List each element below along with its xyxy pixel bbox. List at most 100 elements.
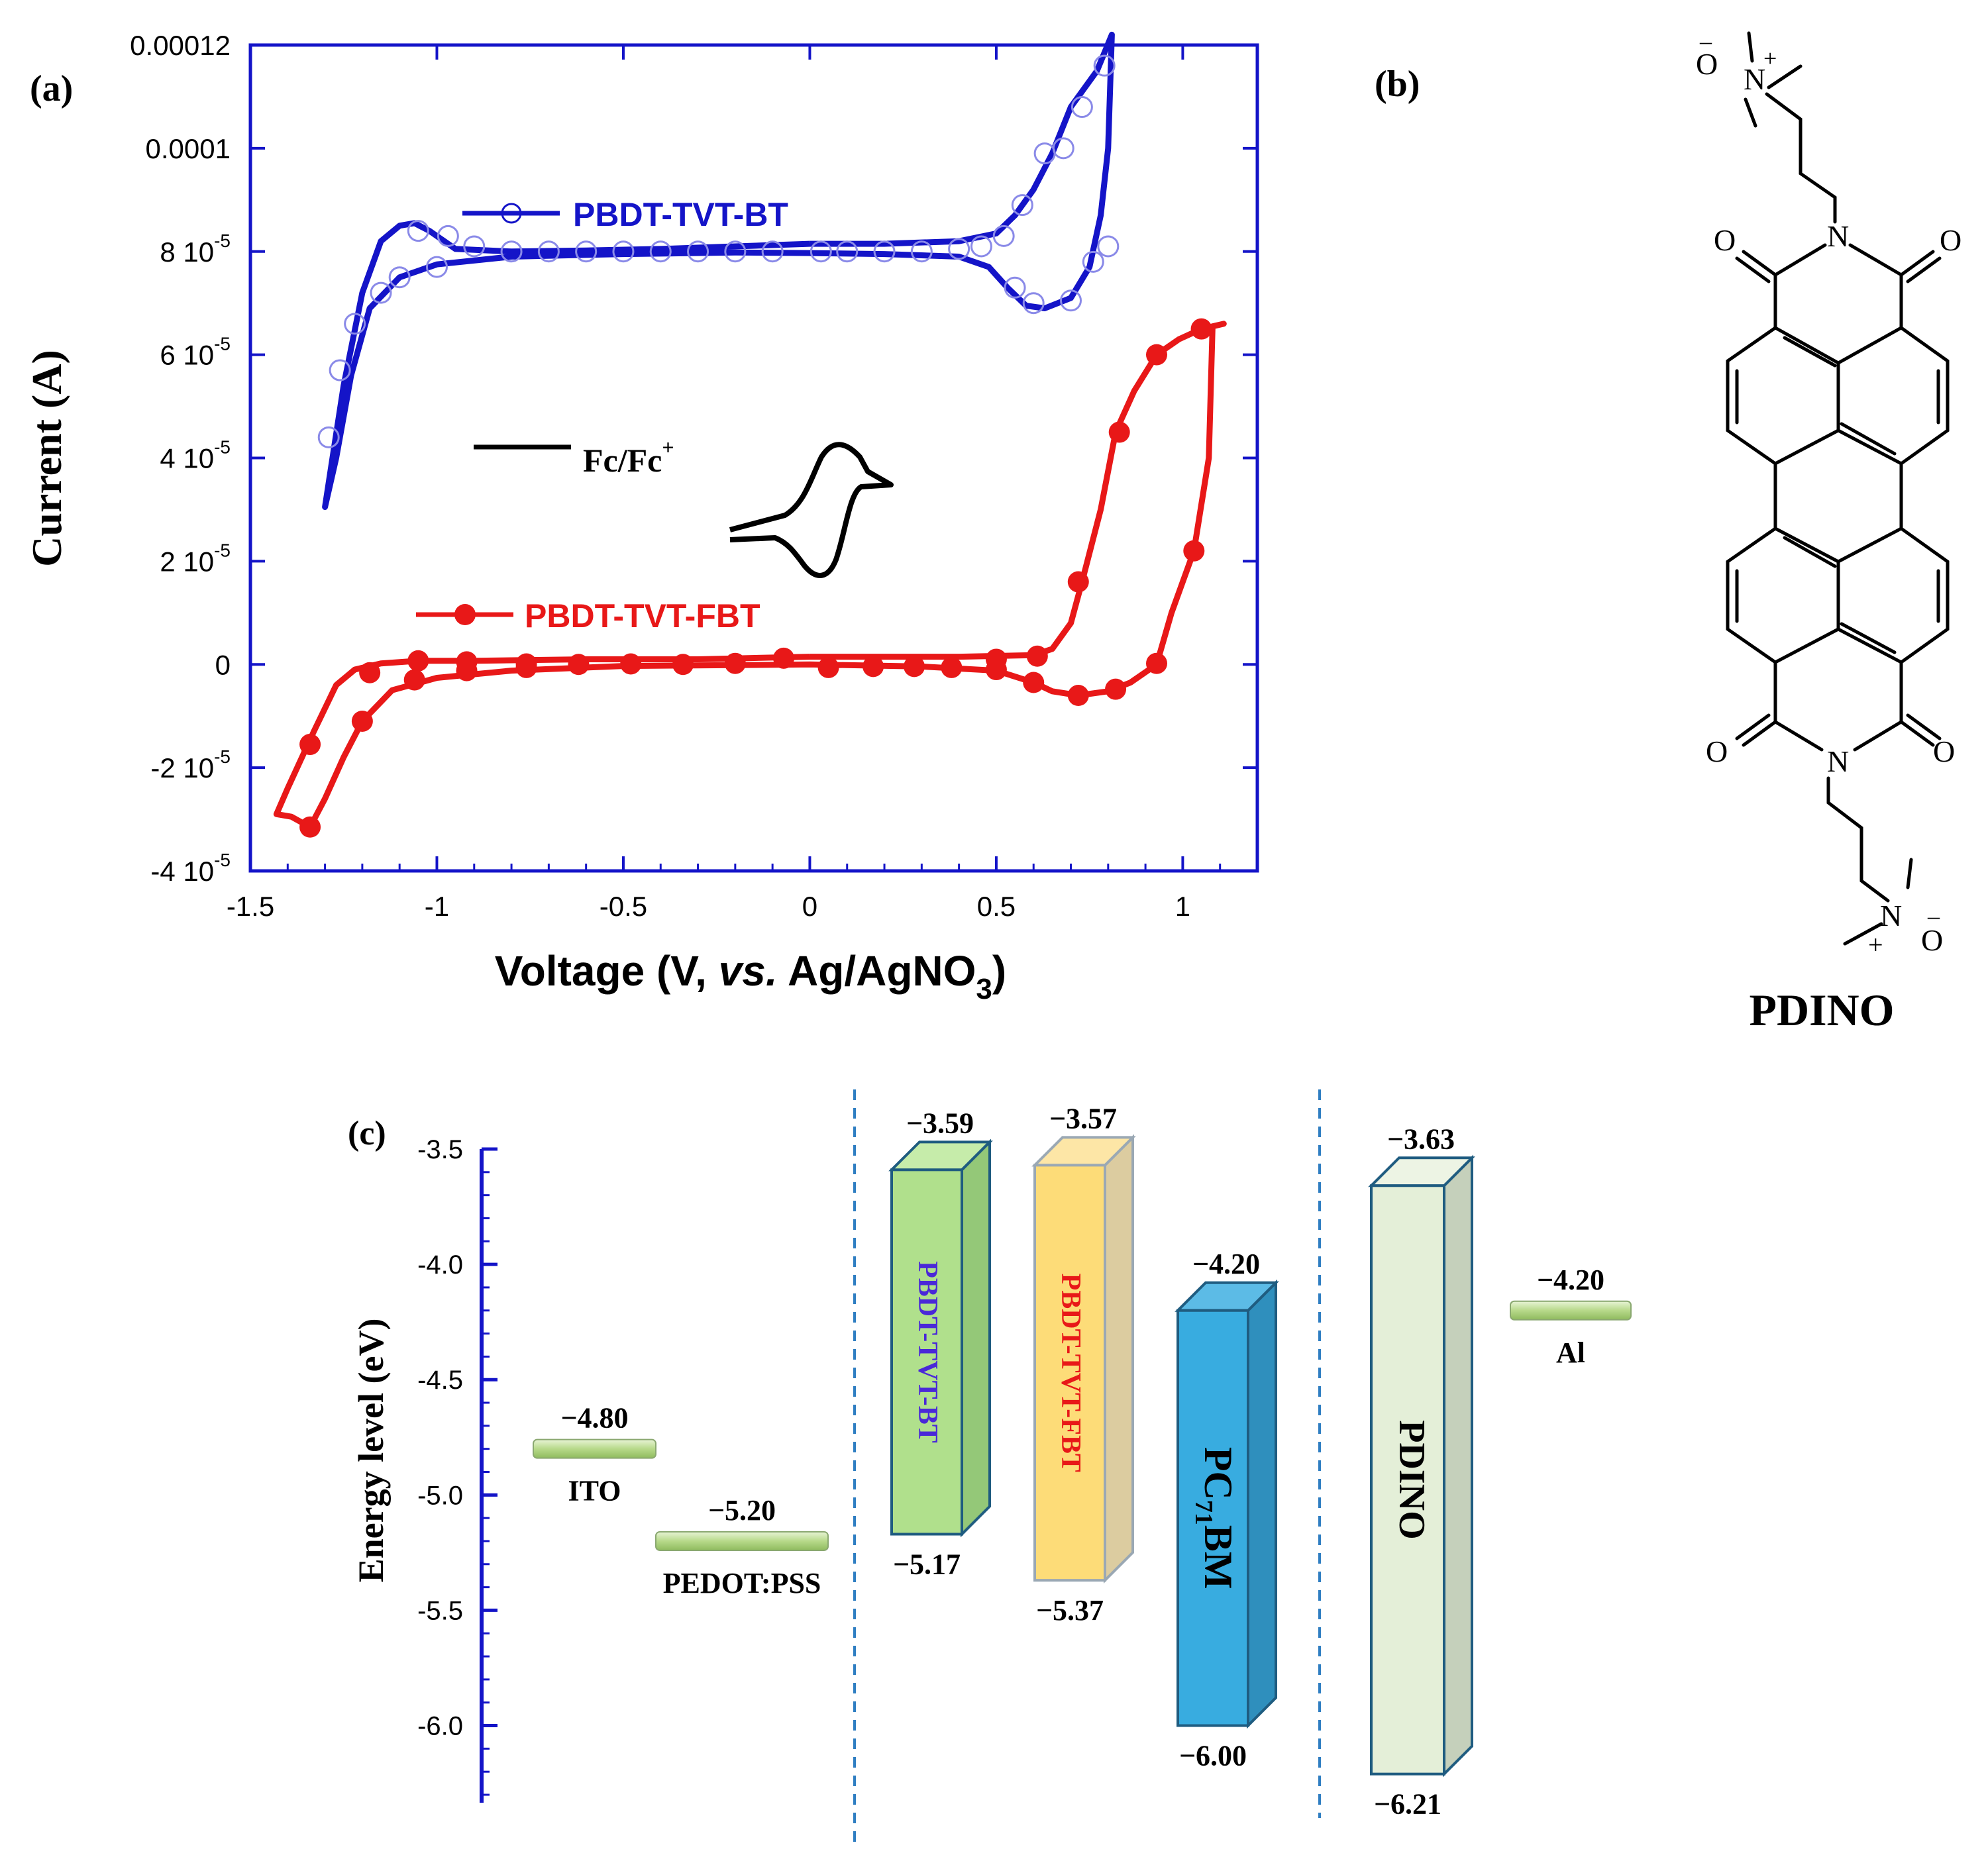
data-point-bt <box>575 240 598 263</box>
block-name-sub: 71 <box>1190 1500 1218 1525</box>
bottom-imide-left <box>1773 660 1824 752</box>
y-tick-label-base: 2 10 <box>160 546 214 577</box>
block-name-main: PC <box>1196 1447 1240 1500</box>
data-point-fbt <box>456 651 478 673</box>
data-point-fbt <box>515 653 537 675</box>
x-tick-label: 0 <box>802 891 817 922</box>
block-side <box>1247 1279 1277 1729</box>
y-tick-label-exp: -5 <box>214 230 231 251</box>
data-point-fbt <box>985 648 1007 670</box>
legend-pbdt-tvt-bt: PBDT-TVT-BT <box>462 196 788 233</box>
atom-o-top: O <box>1696 47 1718 81</box>
y-tick-label-base: 0.0001 <box>146 133 231 164</box>
energy-ticks: -3.5 -4.0 -4.5 -5.0 -5.5 -6.0 <box>417 1135 497 1796</box>
legend-label-fc-text: Fc/Fc <box>583 442 662 479</box>
level-name: Al <box>1556 1336 1585 1369</box>
upper-db-bottom <box>1840 422 1897 456</box>
data-point-bt <box>761 240 784 263</box>
y-tick-label-exp: -5 <box>214 334 231 354</box>
data-point-bt <box>537 240 560 263</box>
charge-plus-top: + <box>1763 45 1777 72</box>
cv-xlabel-sub: 3 <box>976 973 992 1005</box>
data-point-bt <box>873 240 896 263</box>
block-front <box>1177 1309 1249 1727</box>
methyl-top-right <box>1767 64 1803 89</box>
co-top-right <box>1899 250 1935 277</box>
data-point-bt <box>910 240 933 263</box>
data-point-fbt <box>359 662 381 683</box>
data-point-bt <box>317 426 340 448</box>
x-tick-label: -1 <box>425 891 449 922</box>
data-point-fbt <box>620 653 642 675</box>
level-bar-0 <box>533 1438 656 1459</box>
x-tick-label: 0.5 <box>977 891 1016 922</box>
y-tick-label-base: 6 10 <box>160 340 214 371</box>
y-tick-label-exp: -5 <box>214 746 231 767</box>
fc-inset-curve <box>729 442 894 578</box>
legend-label-fc-sup: + <box>662 435 674 459</box>
data-point-bt <box>425 256 448 278</box>
atom-n-imide-top: N <box>1827 219 1849 253</box>
data-point-bt <box>970 235 992 258</box>
atom-o-br: O <box>1933 734 1955 768</box>
y-tick-label: 0 <box>215 649 231 680</box>
block-lumo: −3.63 <box>1387 1123 1455 1155</box>
level-bar-2 <box>1510 1300 1632 1321</box>
data-point-bt <box>992 225 1015 247</box>
energy-blocks: −3.59 −5.17 PBDT-TVT-BT −3.57 −5.37 PBDT-TVT-… <box>888 1102 1475 1821</box>
legend-label-fbt: PBDT-TVT-FBT <box>525 597 760 634</box>
energy-levels: −4.80 ITO −5.20 PEDOT:PSS −4.20 Al <box>533 1264 1632 1599</box>
lower-db-top <box>1783 536 1837 568</box>
y-tick-label: 0.00012 <box>130 30 231 61</box>
co-bottom-left <box>1742 720 1777 747</box>
methyl-top-down <box>1744 97 1757 128</box>
block-name: PBDT-TVT-BT <box>912 1261 943 1443</box>
cv-xlabel: Voltage (V, vs. Ag/AgNO3) <box>495 947 1006 1005</box>
atom-o-bottom: O <box>1921 923 1943 957</box>
data-point-bt <box>344 313 366 335</box>
pdino-atoms: O – N + N O O O O N N + O – <box>1696 28 1962 960</box>
block-name-tail: BM <box>1196 1525 1240 1589</box>
methyl-top-up <box>1747 31 1754 63</box>
charge-plus-bottom: + <box>1868 930 1883 960</box>
y-tick-label: 6 10-5 <box>160 334 231 371</box>
data-point-fbt <box>403 669 425 691</box>
data-point-fbt <box>568 654 590 676</box>
co-bottom-right <box>1899 720 1935 747</box>
data-point-bt <box>649 240 672 263</box>
data-point-bt <box>500 240 523 263</box>
cv-xlabel-main: Voltage (V, <box>495 947 719 995</box>
cv-markers <box>299 54 1212 838</box>
data-point-bt <box>836 240 859 263</box>
atom-o-bl: O <box>1706 734 1728 768</box>
bottom-chain <box>1826 776 1890 903</box>
legend-label-bt: PBDT-TVT-BT <box>573 196 788 233</box>
legend-marker-bt <box>501 203 522 224</box>
data-point-bt <box>1060 289 1082 312</box>
data-point-fbt <box>817 656 839 678</box>
data-point-fbt <box>1105 678 1127 700</box>
data-point-bt <box>612 240 635 263</box>
data-point-bt <box>407 220 429 242</box>
y-tick-label-exp: -5 <box>214 437 231 458</box>
legend-pbdt-tvt-fbt: PBDT-TVT-FBT <box>416 597 760 634</box>
x-tick-label: -0.5 <box>600 891 647 922</box>
legend-fc: Fc/Fc+ <box>474 435 674 479</box>
energy-tick-label: -3.5 <box>417 1135 463 1164</box>
data-point-fbt <box>299 734 321 756</box>
block-name: PBDT-TVT-FBT <box>1055 1274 1086 1472</box>
panel-label-c: (c) <box>348 1115 386 1152</box>
level-bar-1 <box>655 1531 829 1551</box>
block-homo: −6.21 <box>1374 1788 1441 1821</box>
data-point-fbt <box>724 652 746 674</box>
data-point-bt <box>810 240 832 263</box>
co-top-left <box>1742 250 1777 277</box>
energy-tick-label: -5.0 <box>417 1481 463 1510</box>
panel-label-b: (b) <box>1375 64 1420 105</box>
data-point-fbt <box>941 656 963 678</box>
y-tick-label-base: 0 <box>215 649 231 680</box>
y-tick-label-base: -2 10 <box>150 752 214 783</box>
legend-label-fc: Fc/Fc+ <box>583 435 674 479</box>
